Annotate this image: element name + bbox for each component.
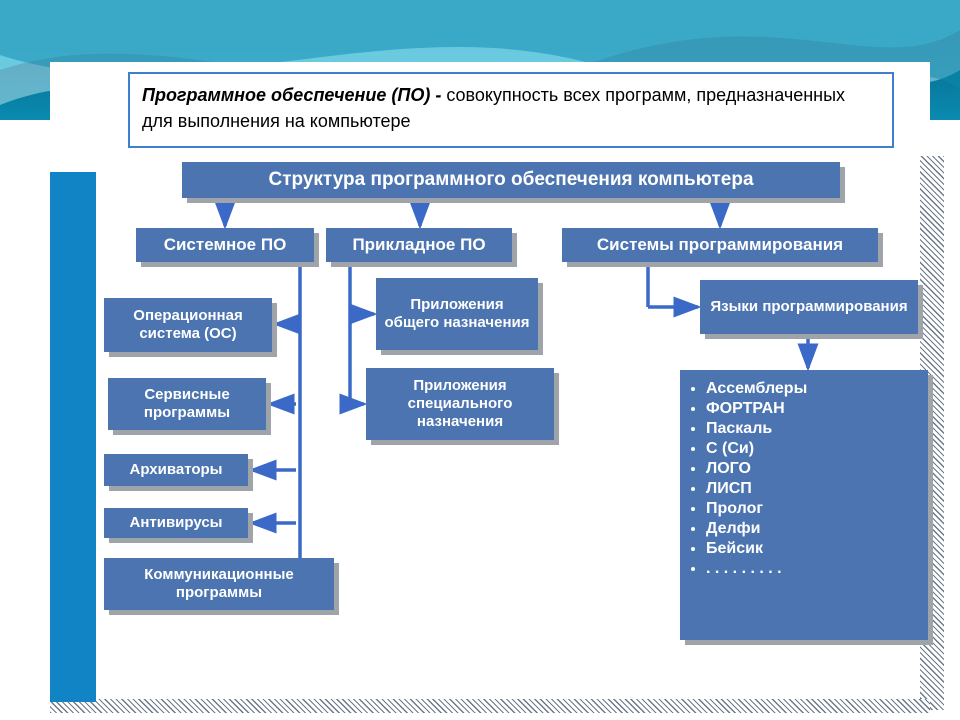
languages-list: Ассемблеры ФОРТРАН Паскаль С (Си) ЛОГО ЛИСП Пр… — [706, 380, 928, 578]
language-item: Делфи — [706, 520, 928, 538]
node-app1: Приложения общего назначения — [376, 278, 538, 350]
node-comm: Коммуникационные программы — [104, 558, 334, 610]
node-sys-label: Системное ПО — [144, 232, 306, 258]
node-comm-label: Коммуникационные программы — [112, 562, 326, 606]
language-item: Паскаль — [706, 420, 928, 438]
node-root: Структура программного обеспечения компь… — [182, 162, 840, 198]
node-app-label: Прикладное ПО — [334, 232, 504, 258]
language-item: Пролог — [706, 500, 928, 518]
language-item: Ассемблеры — [706, 380, 928, 398]
node-app: Прикладное ПО — [326, 228, 512, 262]
language-item: ЛИСП — [706, 480, 928, 498]
node-svc-label: Сервисные программы — [116, 382, 258, 426]
node-prog-label: Системы программирования — [570, 232, 870, 258]
language-item: ФОРТРАН — [706, 400, 928, 418]
node-app1-label: Приложения общего назначения — [384, 282, 530, 346]
node-root-label: Структура программного обеспечения компь… — [190, 166, 832, 194]
node-os-label: Операционная система (ОС) — [112, 302, 264, 348]
node-app2-label: Приложения специального назначения — [374, 372, 546, 436]
node-app2: Приложения специального назначения — [366, 368, 554, 440]
language-item: . . . . . . . . . — [706, 560, 928, 578]
language-item: ЛОГО — [706, 460, 928, 478]
node-prog: Системы программирования — [562, 228, 878, 262]
node-lang: Языки программирования — [700, 280, 918, 334]
node-lang-label: Языки программирования — [708, 284, 910, 330]
node-svc: Сервисные программы — [108, 378, 266, 430]
node-av-label: Антивирусы — [112, 512, 240, 534]
language-item: С (Си) — [706, 440, 928, 458]
node-arch-label: Архиваторы — [112, 458, 240, 482]
slide-stage: Программное обеспечение (ПО) - совокупно… — [0, 0, 960, 720]
languages-list-box: Ассемблеры ФОРТРАН Паскаль С (Си) ЛОГО ЛИСП Пр… — [680, 370, 928, 640]
node-sys: Системное ПО — [136, 228, 314, 262]
node-os: Операционная система (ОС) — [104, 298, 272, 352]
node-av: Антивирусы — [104, 508, 248, 538]
language-item: Бейсик — [706, 540, 928, 558]
node-arch: Архиваторы — [104, 454, 248, 486]
